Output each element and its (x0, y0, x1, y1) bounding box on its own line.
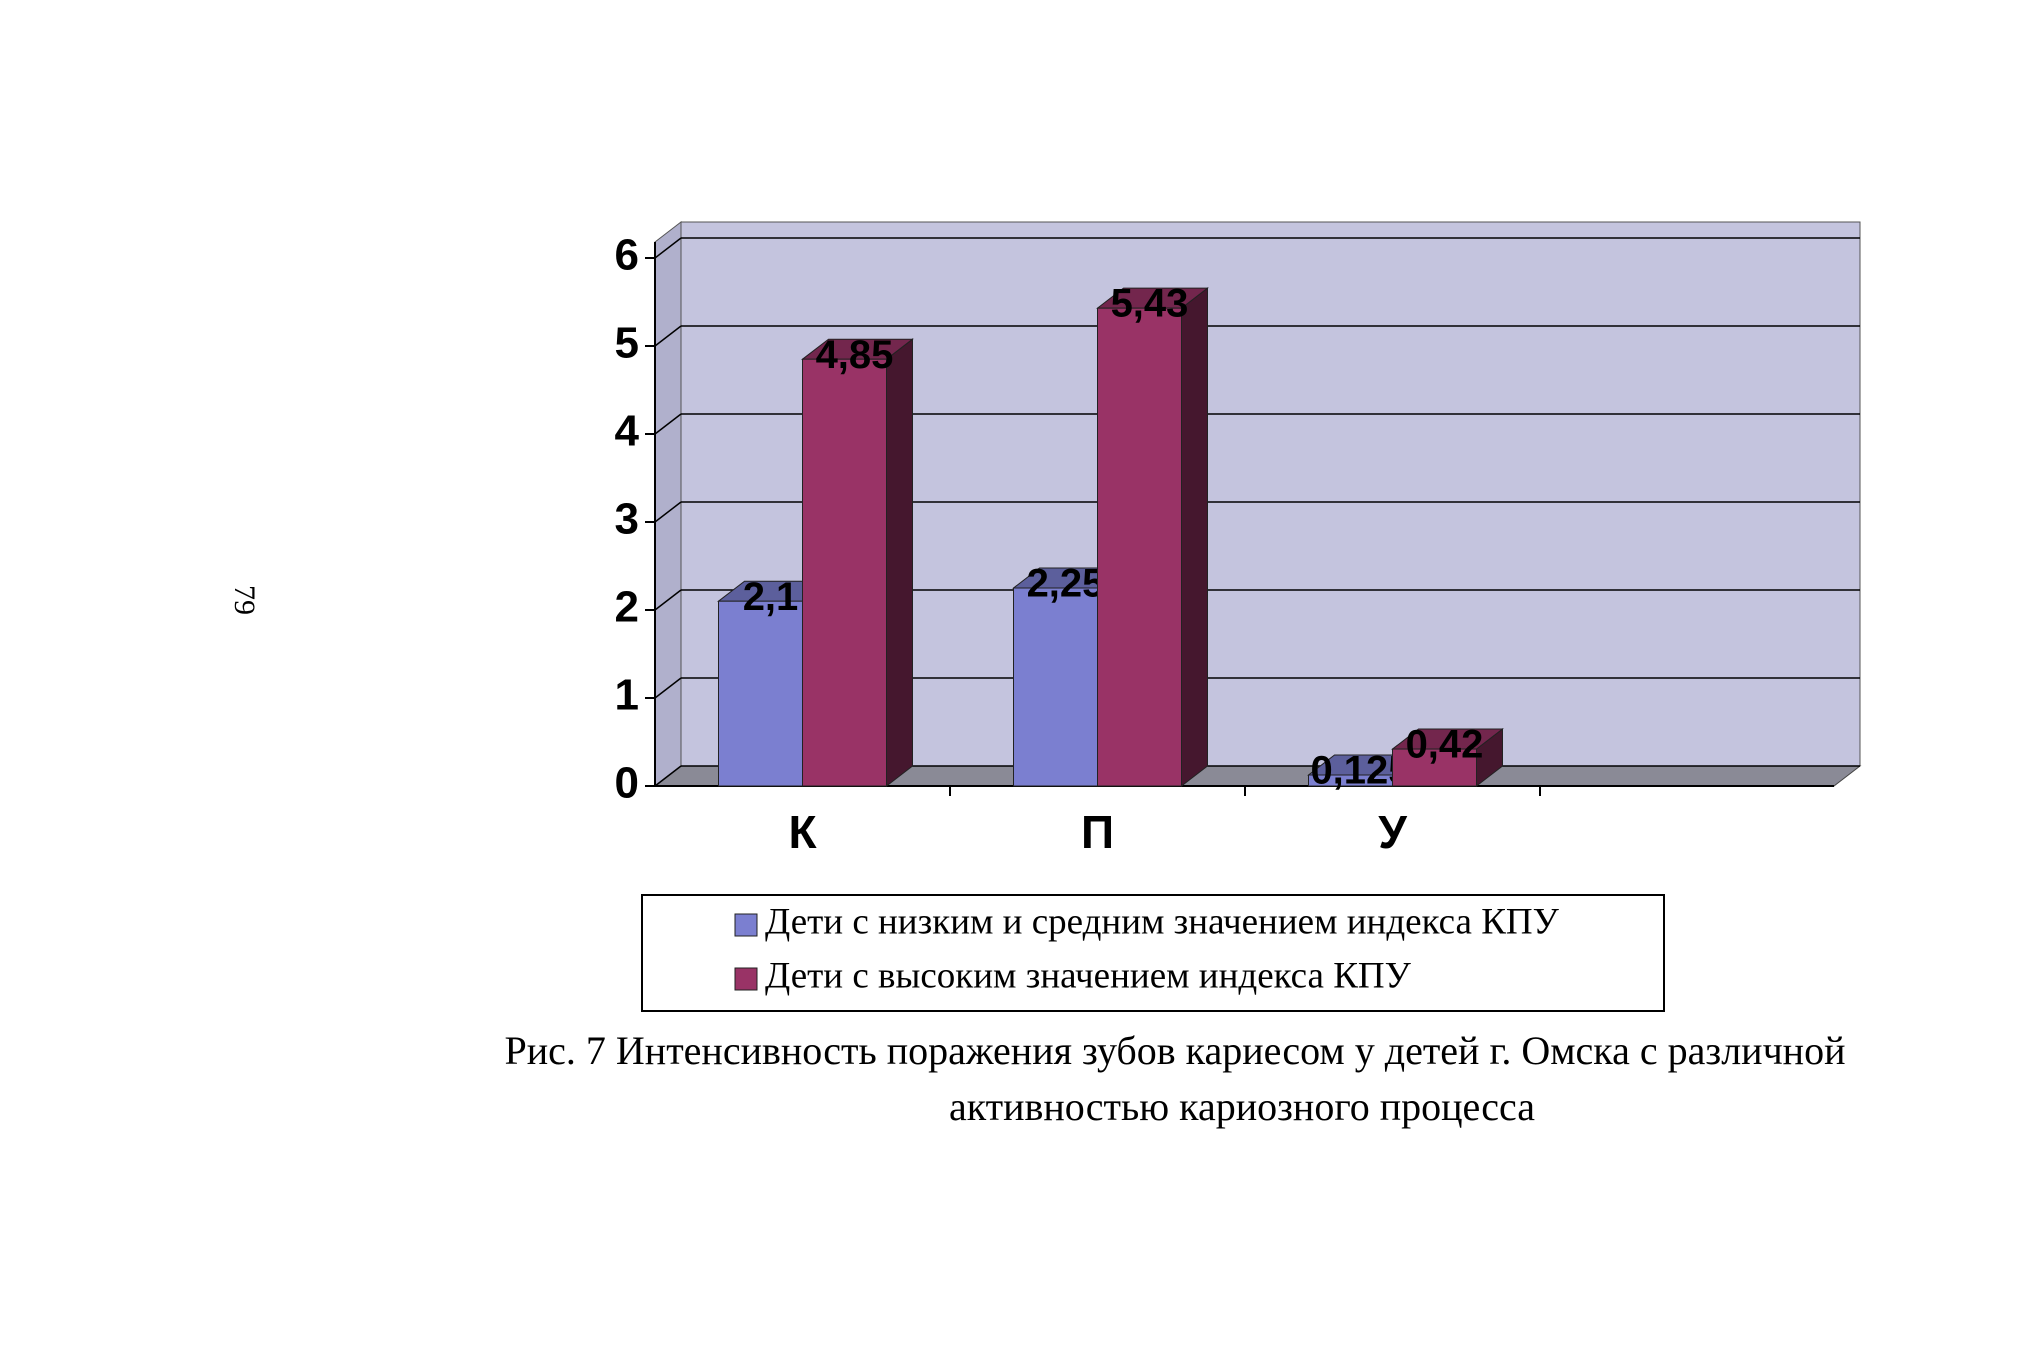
caption: активностью кариозного процесса (949, 1084, 1535, 1129)
page-number: 79 (228, 585, 261, 615)
grid-line (654, 325, 682, 347)
grid-line (654, 237, 682, 259)
x-tick-label: К (788, 806, 817, 858)
data-label: 0,42 (1406, 723, 1484, 767)
bar (1392, 748, 1477, 787)
y-tick-label: 3 (615, 495, 639, 544)
bar (718, 600, 803, 787)
grid-line (654, 413, 682, 435)
data-label: 5,43 (1111, 282, 1189, 326)
legend-label: Дети с низким и средним значением индекс… (765, 901, 1560, 942)
bar (802, 358, 887, 787)
bar (1013, 587, 1098, 787)
bar-side (886, 338, 913, 788)
caption: Рис. 7 Интенсивность поражения зубов кар… (505, 1028, 1846, 1073)
y-tick-label: 4 (615, 407, 640, 456)
data-label: 2,25 (1027, 562, 1105, 606)
y-tick-label: 5 (615, 319, 639, 368)
side-wall (654, 220, 682, 788)
bar-side (1181, 287, 1208, 788)
data-label: 2,1 (743, 575, 799, 619)
legend-label: Дети с высоким значением индекса КПУ (765, 955, 1412, 996)
x-tick-label: У (1378, 806, 1408, 858)
x-tick-label: П (1081, 806, 1114, 858)
grid-line (654, 501, 682, 523)
grid-line (654, 589, 682, 611)
y-tick-label: 1 (615, 671, 639, 720)
grid-line (654, 765, 682, 787)
y-tick-label: 2 (615, 583, 639, 632)
legend-swatch (734, 913, 758, 937)
legend-box (641, 894, 1665, 1012)
legend-swatch (734, 967, 758, 991)
y-tick-label: 0 (615, 759, 639, 808)
y-tick-label: 6 (615, 231, 639, 280)
grid-line (654, 677, 682, 699)
data-label: 4,85 (816, 333, 894, 377)
bar (1097, 307, 1182, 787)
